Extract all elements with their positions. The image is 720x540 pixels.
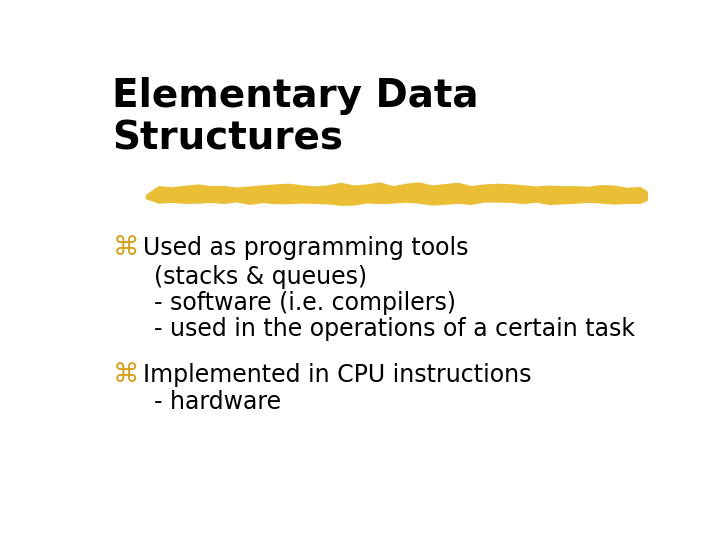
Text: Implemented in CPU instructions: Implemented in CPU instructions xyxy=(143,362,531,387)
Text: ⌘: ⌘ xyxy=(112,362,139,388)
Text: ⌘: ⌘ xyxy=(112,235,139,261)
Polygon shape xyxy=(145,183,654,206)
Text: - software (i.e. compilers): - software (i.e. compilers) xyxy=(154,291,456,315)
Text: Used as programming tools: Used as programming tools xyxy=(143,236,469,260)
Text: - hardware: - hardware xyxy=(154,389,282,414)
Text: - used in the operations of a certain task: - used in the operations of a certain ta… xyxy=(154,317,635,341)
Text: (stacks & queues): (stacks & queues) xyxy=(154,265,367,289)
Text: Elementary Data
Structures: Elementary Data Structures xyxy=(112,77,479,158)
